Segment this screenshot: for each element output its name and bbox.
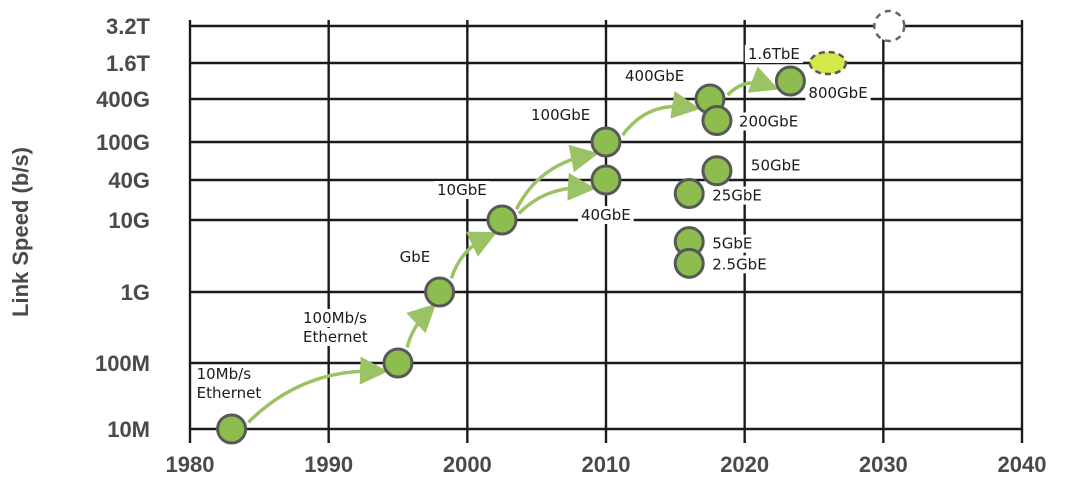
- data-label-4: 40GbE: [578, 206, 634, 224]
- data-label-6: 400GbE: [622, 67, 688, 85]
- arrow-2: [449, 231, 498, 279]
- x-tick-label-2: 2000: [443, 452, 492, 477]
- data-markers: [216, 9, 906, 445]
- data-label-11: 2.5GbE: [709, 255, 770, 274]
- data-label-text: 200GbE: [739, 113, 798, 131]
- data-label-text: 100Mb/s: [303, 309, 367, 327]
- data-label-bg: [396, 248, 434, 266]
- arrow-6: [726, 66, 779, 97]
- data-label-text: Ethernet: [303, 328, 368, 346]
- y-tick-label-5: 100G: [96, 130, 150, 155]
- marker-0: [216, 413, 248, 445]
- arrow-1: [405, 303, 437, 348]
- marker-3: [486, 204, 518, 236]
- data-label-text: 400GbE: [625, 67, 684, 85]
- data-label-bg: [709, 255, 770, 274]
- marker-12: [774, 65, 806, 97]
- data-label-text: Ethernet: [197, 384, 262, 402]
- data-label-bg: [193, 384, 265, 402]
- data-label-text: 10GbE: [437, 181, 487, 199]
- x-tick-label-0: 1980: [166, 452, 215, 477]
- data-label-bg: [300, 328, 371, 346]
- arrow-5: [621, 90, 701, 137]
- data-label-bg: [528, 106, 594, 124]
- data-label-bg: [300, 309, 371, 327]
- data-label-13: 1.6TbE: [744, 45, 803, 63]
- progression-arrows: [247, 66, 779, 424]
- x-tick-label-5: 2030: [859, 452, 908, 477]
- y-tick-label-4: 40G: [108, 168, 150, 193]
- data-label-text: 25GbE: [712, 187, 762, 205]
- y-tick-label-8: 3.2T: [106, 14, 151, 39]
- marker-2: [424, 276, 456, 308]
- data-label-9: 25GbE: [709, 186, 765, 205]
- arrow-0: [247, 356, 389, 424]
- marker-13: [808, 50, 848, 76]
- data-label-bg: [805, 84, 871, 102]
- x-tick-label-3: 2010: [582, 452, 631, 477]
- data-label-bg: [744, 45, 803, 63]
- data-label-8: 50GbE: [747, 156, 804, 175]
- marker-7: [701, 105, 733, 136]
- data-label-5: 100GbE: [528, 106, 594, 124]
- y-tick-labels: 10M 100M 1G 10G 40G 100G 400G 1.6T 3.2T: [95, 14, 151, 442]
- y-tick-label-2: 1G: [121, 280, 150, 305]
- y-tick-label-7: 1.6T: [106, 51, 151, 76]
- data-label-text: 800GbE: [808, 84, 867, 102]
- data-label-12: 800GbE: [805, 84, 871, 102]
- data-label-7: 200GbE: [735, 112, 802, 131]
- x-tick-label-1: 1990: [304, 452, 353, 477]
- data-labels: 10Mb/sEthernet100Mb/sEthernetGbE10GbE40G…: [193, 45, 871, 402]
- data-label-10: 5GbE: [709, 234, 756, 253]
- marker-4: [590, 164, 622, 196]
- data-label-text: 10Mb/s: [197, 365, 252, 383]
- data-label-bg: [578, 206, 634, 224]
- marker-14: [873, 9, 906, 43]
- marker-11: [673, 247, 705, 279]
- data-label-bg: [709, 234, 756, 253]
- marker-5: [590, 126, 622, 158]
- data-label-2: GbE: [396, 248, 434, 266]
- data-label-bg: [747, 156, 804, 175]
- marker-1: [382, 347, 414, 379]
- arrow-3: [514, 144, 599, 210]
- data-label-bg: [622, 67, 688, 85]
- data-label-text: 100GbE: [531, 106, 590, 124]
- data-label-text: 5GbE: [712, 235, 752, 253]
- data-label-text: GbE: [400, 248, 431, 266]
- data-label-bg: [193, 365, 255, 383]
- x-tick-label-4: 2020: [720, 452, 769, 477]
- marker-9: [673, 178, 705, 210]
- y-tick-label-0: 10M: [107, 417, 150, 442]
- y-tick-label-3: 10G: [108, 208, 150, 233]
- data-label-bg: [434, 181, 490, 199]
- data-label-text: 2.5GbE: [712, 255, 766, 273]
- data-label-text: 40GbE: [581, 206, 631, 224]
- data-label-text: 50GbE: [751, 157, 801, 175]
- data-label-3: 10GbE: [434, 181, 490, 199]
- arrow-4: [517, 172, 596, 215]
- data-label-bg: [735, 112, 802, 131]
- y-axis-label: Link Speed (b/s): [8, 147, 33, 317]
- y-tick-label-1: 100M: [95, 351, 150, 376]
- marker-8: [701, 155, 733, 187]
- x-tick-label-6: 2040: [998, 452, 1047, 477]
- data-label-text: 1.6TbE: [748, 45, 800, 63]
- data-label-bg: [709, 186, 765, 205]
- y-tick-label-6: 400G: [96, 87, 150, 112]
- x-tick-labels: 1980 1990 2000 2010 2020 2030 2040: [166, 452, 1047, 477]
